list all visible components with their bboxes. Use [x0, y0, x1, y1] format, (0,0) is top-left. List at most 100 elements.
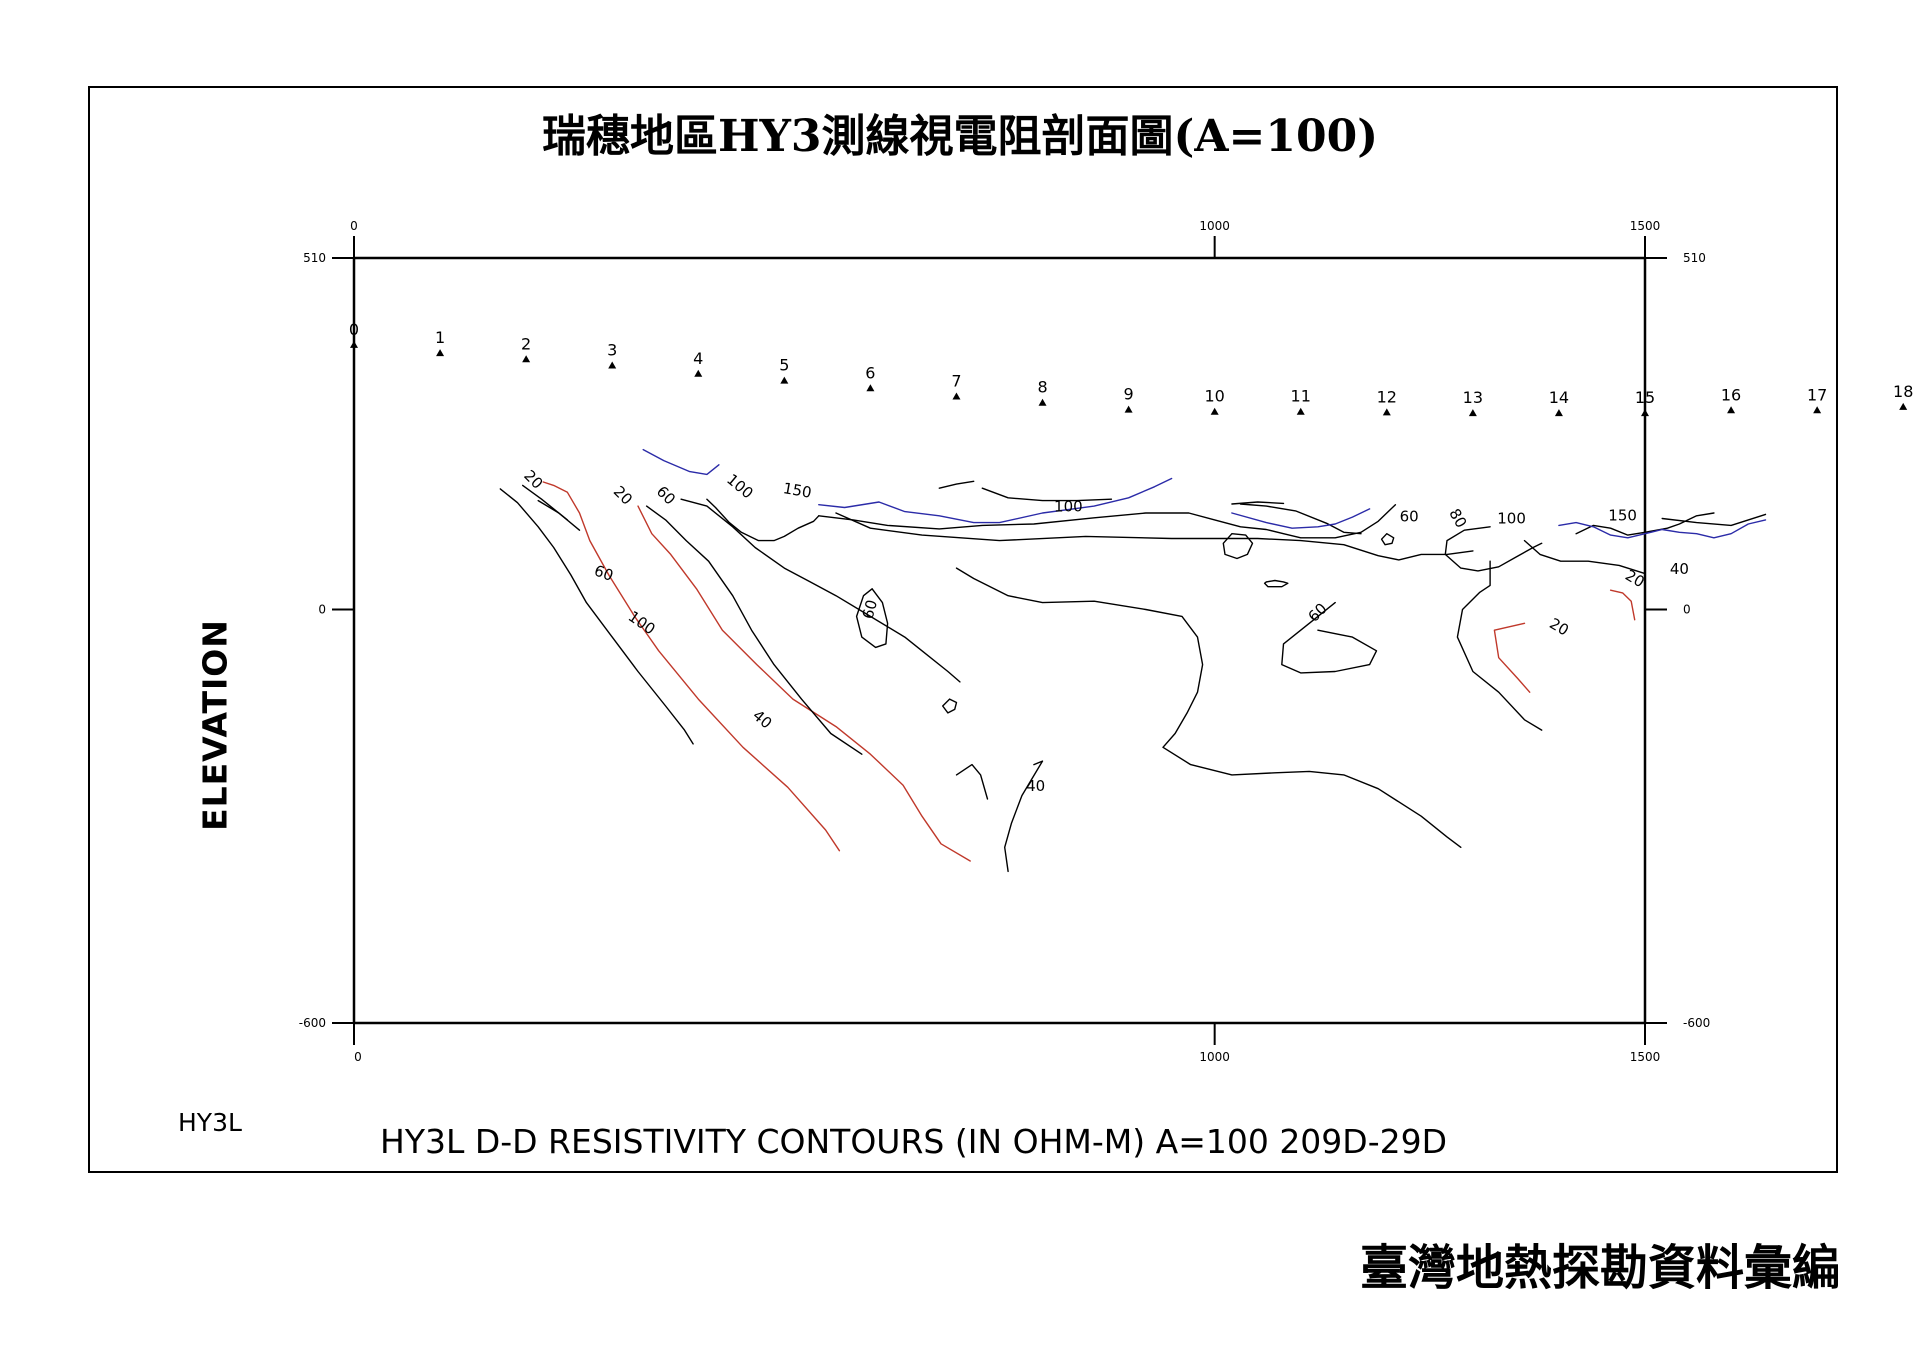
- station-label: 8: [1037, 378, 1047, 397]
- contour-layer: [499, 448, 1767, 873]
- contour-line-100: [706, 498, 820, 542]
- y-tick-label-right: -600: [1683, 1016, 1710, 1030]
- contour-label: 100: [625, 607, 659, 638]
- y-tick-label-right: 510: [1683, 251, 1706, 265]
- station-marker: [780, 376, 789, 384]
- station-label: 0: [349, 320, 359, 339]
- station-marker: [1468, 409, 1477, 417]
- contour-line-20: [1493, 622, 1531, 693]
- station-marker: [952, 392, 961, 400]
- contour-line-40: [1456, 560, 1543, 731]
- station-label: 15: [1635, 388, 1655, 407]
- station-marker: [1382, 408, 1391, 416]
- station-layer: 0 1 2 3 4 5 6 7 8 9 10 11 12 13 14 15 16 17 18: [349, 320, 1913, 417]
- contour-line-60: [1222, 533, 1254, 560]
- x-tick-label-top: 0: [350, 219, 358, 233]
- x-tick-label-bottom: 1000: [1199, 1050, 1230, 1064]
- station-marker: [522, 355, 531, 363]
- contour-line-150: [981, 487, 1113, 502]
- contour-line-150: [1558, 519, 1767, 539]
- contour-line-150: [938, 480, 975, 489]
- contour-line-40: [955, 763, 989, 800]
- station-label: 5: [779, 356, 789, 375]
- station-label: 9: [1124, 385, 1134, 404]
- chart-title: 瑞穗地區HY3測線視電阻剖面圖(A=100): [541, 111, 1379, 162]
- station-label: 4: [693, 349, 703, 368]
- contour-line-20: [637, 505, 971, 862]
- contour-line-60: [1263, 579, 1289, 588]
- station-label: 7: [951, 372, 961, 391]
- contour-line-60: [942, 698, 958, 714]
- station-label: 2: [521, 334, 531, 353]
- contour-label: 60: [1304, 599, 1330, 625]
- contour-line-150: [818, 477, 1173, 524]
- station-label: 14: [1549, 388, 1569, 407]
- station-marker: [1813, 406, 1822, 414]
- contour-label: 100: [1497, 510, 1526, 528]
- line-code-label: HY3L: [178, 1108, 242, 1137]
- contour-label: 150: [782, 479, 813, 502]
- y-tick-label-left: -600: [299, 1016, 326, 1030]
- station-marker: [1296, 407, 1305, 415]
- contour-label: 60: [1400, 508, 1419, 526]
- station-marker: [350, 340, 358, 348]
- contour-line-60: [835, 512, 1474, 561]
- station-marker: [1210, 407, 1219, 415]
- x-tick-label-bottom: 0: [354, 1050, 362, 1064]
- station-marker: [1641, 409, 1649, 417]
- contour-line-150: [1661, 513, 1767, 527]
- station-label: 10: [1204, 387, 1224, 406]
- contour-line-20: [1609, 589, 1636, 621]
- station-label: 3: [607, 341, 617, 360]
- contour-line-100: [1444, 526, 1543, 572]
- y-tick-label-left: 510: [303, 251, 326, 265]
- station-marker: [694, 369, 703, 377]
- station-label: 11: [1291, 387, 1311, 406]
- contour-line-100: [818, 504, 1397, 539]
- contour-line-40: [1523, 539, 1646, 575]
- station-label: 13: [1463, 388, 1483, 407]
- contour-label: 80: [1445, 505, 1470, 531]
- contour-label: 100: [723, 470, 757, 502]
- figure-frame: [88, 86, 1838, 1173]
- contour-label: 150: [1608, 506, 1637, 524]
- y-tick-label-left: 0: [318, 602, 326, 616]
- contour-line-20: [537, 499, 581, 531]
- contour-line-100: [1231, 501, 1285, 505]
- contour-label: 60: [859, 598, 881, 621]
- contour-line-40: [645, 505, 863, 755]
- station-marker: [436, 349, 445, 357]
- contour-line-60: [680, 498, 961, 683]
- figure-caption: HY3L D-D RESISTIVITY CONTOURS (IN OHM-M)…: [380, 1122, 1448, 1161]
- contour-label: 20: [610, 482, 636, 508]
- publisher-label: 臺灣地熱探勘資料彙編: [1359, 1240, 1840, 1296]
- contour-label: 20: [520, 466, 546, 492]
- station-label: 1: [435, 328, 445, 347]
- station-marker: [1554, 409, 1563, 417]
- station-marker: [1124, 405, 1133, 413]
- station-label: 17: [1807, 385, 1827, 404]
- contour-line-20: [542, 481, 841, 852]
- contour-line-150: [642, 448, 720, 476]
- station-label: 6: [865, 363, 875, 382]
- contour-line-60: [1380, 533, 1395, 546]
- station-label: 18: [1893, 382, 1913, 401]
- contour-label: 100: [1054, 497, 1083, 515]
- contour-label: 40: [1026, 777, 1045, 795]
- contour-line-60: [499, 488, 694, 745]
- contour-line-100: [1239, 503, 1362, 535]
- station-label: 16: [1721, 385, 1741, 404]
- station-marker: [1899, 402, 1908, 410]
- y-tick-label-right: 0: [1683, 602, 1691, 616]
- station-marker: [1727, 406, 1736, 414]
- station-marker: [608, 361, 617, 369]
- contour-label: 40: [749, 706, 775, 732]
- x-tick-label-top: 1500: [1630, 219, 1661, 233]
- station-marker: [1038, 398, 1047, 406]
- x-tick-label-top: 1000: [1199, 219, 1230, 233]
- contour-label: 20: [1546, 614, 1572, 639]
- contour-line-60: [855, 588, 889, 649]
- contour-line-60: [955, 567, 1462, 848]
